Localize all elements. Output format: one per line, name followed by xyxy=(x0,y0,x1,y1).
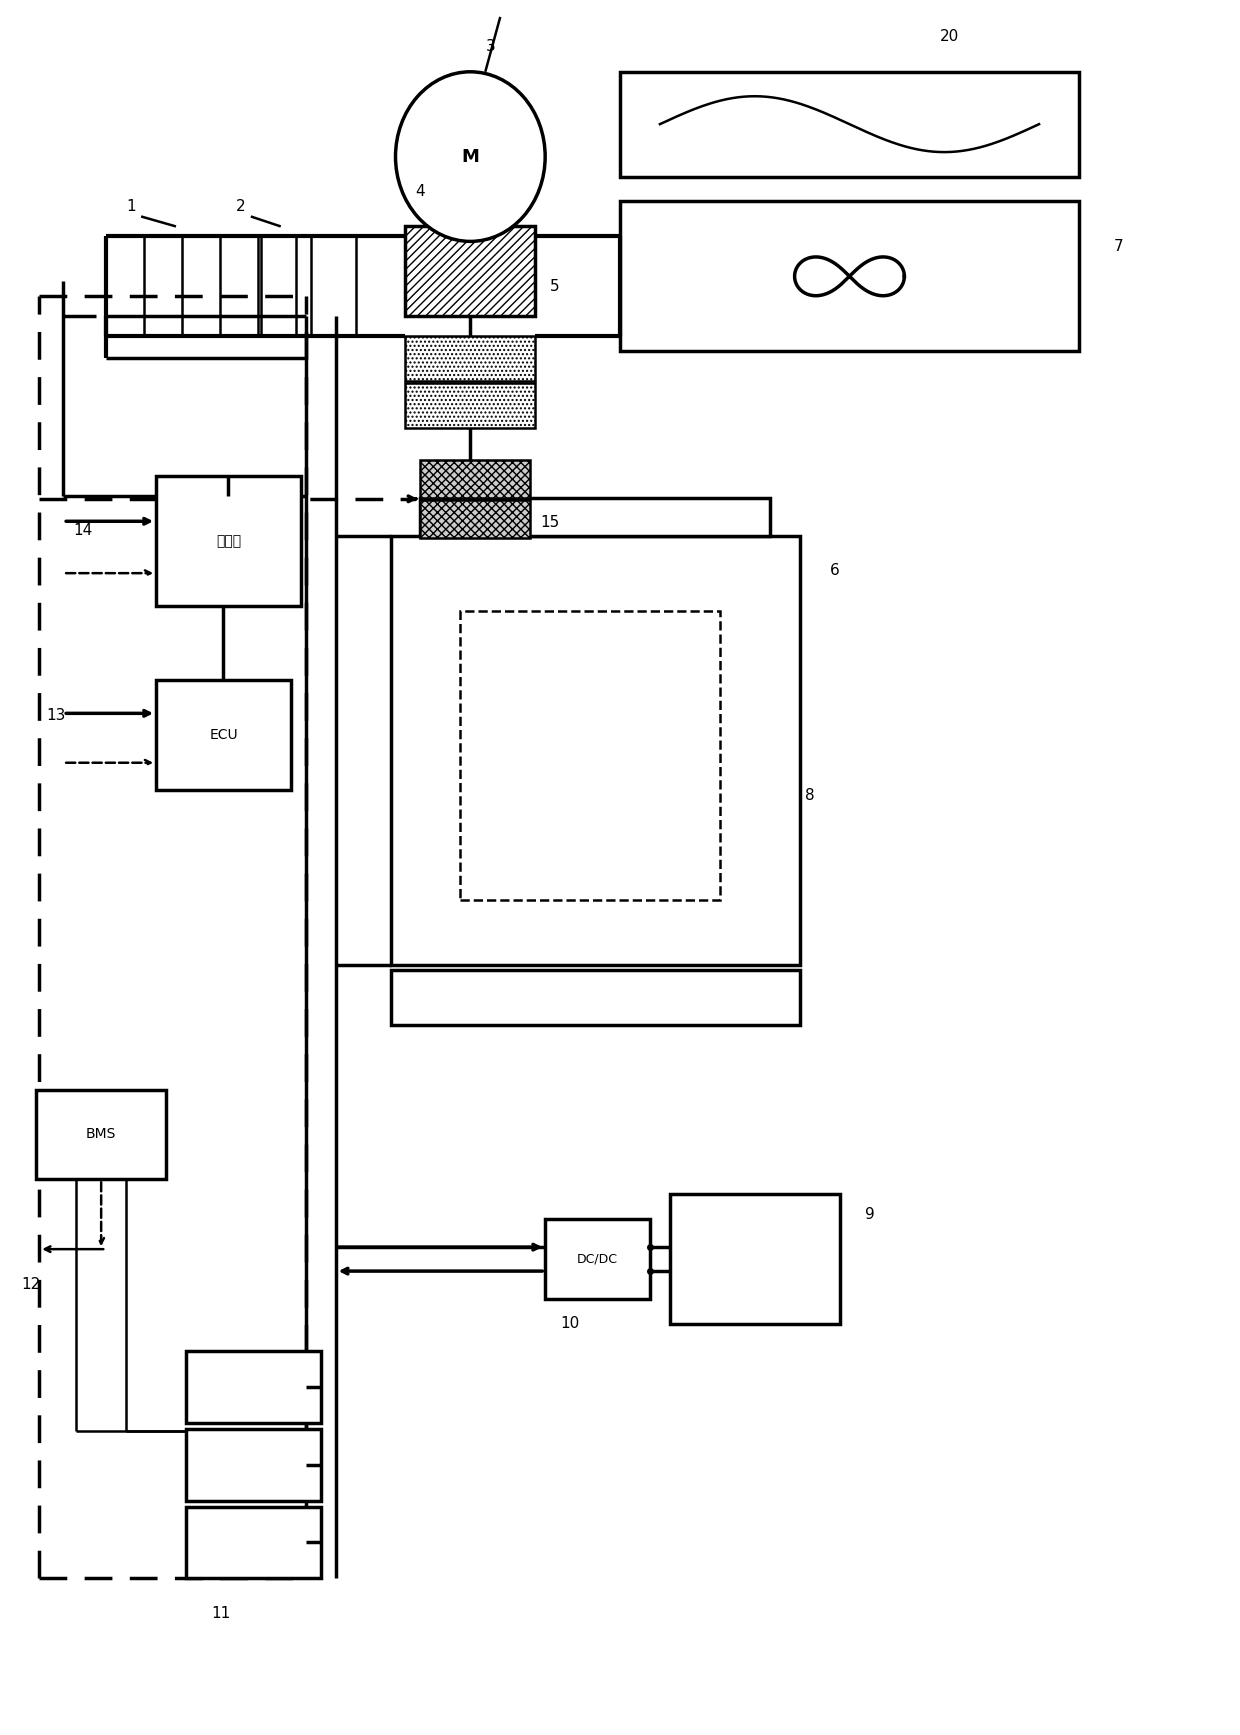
Text: 7: 7 xyxy=(1114,239,1123,253)
Bar xyxy=(460,611,719,900)
Bar xyxy=(405,337,536,382)
Text: 9: 9 xyxy=(864,1208,874,1221)
Text: BMS: BMS xyxy=(86,1128,117,1142)
Ellipse shape xyxy=(396,71,546,241)
Text: 15: 15 xyxy=(541,515,559,531)
Bar xyxy=(420,500,531,538)
Text: 3: 3 xyxy=(485,40,495,54)
Bar xyxy=(391,536,800,965)
Bar xyxy=(546,1220,650,1300)
Bar xyxy=(420,498,770,536)
Text: 10: 10 xyxy=(560,1317,580,1331)
Bar xyxy=(156,475,301,606)
Text: 11: 11 xyxy=(211,1607,231,1620)
Text: M: M xyxy=(461,147,480,165)
Text: 逆变器: 逆变器 xyxy=(216,534,242,548)
Text: ECU: ECU xyxy=(210,729,238,743)
Bar xyxy=(391,970,800,1025)
Text: 12: 12 xyxy=(21,1277,41,1291)
Bar xyxy=(405,227,536,316)
Text: 13: 13 xyxy=(47,708,66,723)
Text: 4: 4 xyxy=(415,184,425,200)
Text: 6: 6 xyxy=(830,564,839,578)
Text: 5: 5 xyxy=(551,279,560,293)
Text: DC/DC: DC/DC xyxy=(577,1253,618,1265)
Bar xyxy=(186,1506,321,1579)
Bar xyxy=(156,680,290,789)
Bar xyxy=(620,201,1079,350)
Text: 2: 2 xyxy=(236,200,246,213)
Bar xyxy=(420,460,531,498)
Bar xyxy=(405,383,536,429)
Text: 1: 1 xyxy=(126,200,136,213)
Bar xyxy=(670,1194,839,1324)
Bar xyxy=(186,1428,321,1501)
Text: 20: 20 xyxy=(940,29,959,45)
Bar xyxy=(186,1352,321,1423)
Text: 8: 8 xyxy=(805,788,815,803)
Text: 14: 14 xyxy=(73,524,93,538)
Bar xyxy=(620,71,1079,177)
Bar xyxy=(36,1090,166,1180)
